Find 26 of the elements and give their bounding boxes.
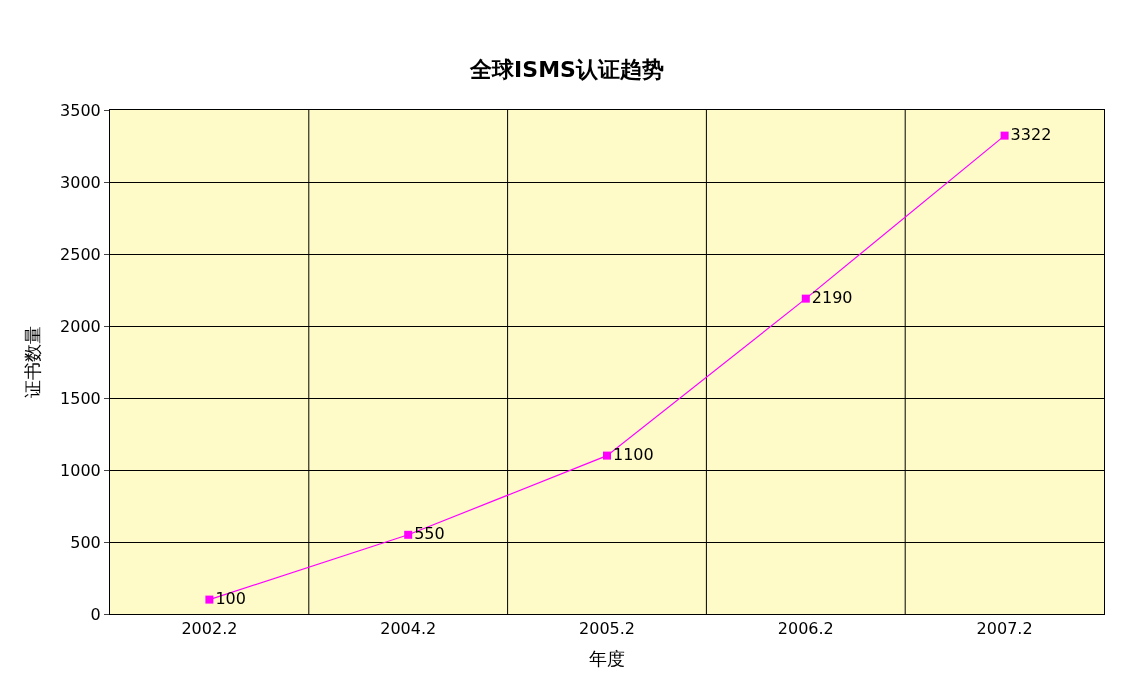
- y-tick-label: 3000: [60, 172, 101, 192]
- point: [1000, 131, 1009, 140]
- x-tick-label: 2004.2: [380, 619, 437, 639]
- x-tick-label: 2006.2: [777, 619, 834, 639]
- y-tick-label: 500: [70, 532, 101, 552]
- data-label: 550: [414, 523, 445, 543]
- data-label: 2190: [811, 287, 853, 307]
- x-axis-title: 年度: [589, 648, 625, 670]
- point: [801, 294, 810, 303]
- chart-title: 全球ISMS认证趋势: [469, 57, 664, 83]
- y-tick-label: 1500: [60, 388, 101, 408]
- y-axis-title: 证书数量: [22, 326, 44, 398]
- y-tick-label: 0: [90, 604, 101, 624]
- x-tick-label: 2005.2: [579, 619, 635, 639]
- point: [603, 451, 611, 460]
- point: [404, 530, 413, 539]
- y-tick-label: 1000: [60, 460, 101, 480]
- data-label: 3322: [1010, 124, 1052, 144]
- x-tick-label: 2007.2: [976, 619, 1033, 639]
- y-tick-label: 2000: [60, 316, 101, 336]
- y-tick-label: 2500: [60, 244, 101, 264]
- data-label: 1100: [613, 444, 654, 464]
- y-tick-label: 3500: [60, 100, 101, 120]
- x-tick-label: 2002.2: [181, 619, 238, 639]
- point: [205, 595, 214, 604]
- data-label: 100: [215, 588, 246, 608]
